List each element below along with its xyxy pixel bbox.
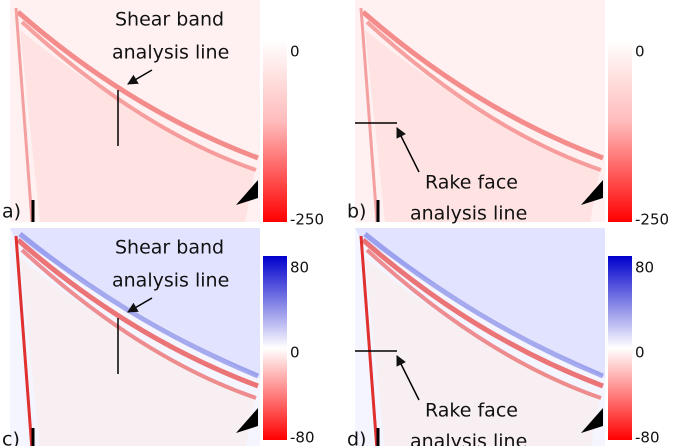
band — [365, 248, 602, 400]
note-line: Rake face — [425, 172, 518, 194]
lower-zone — [20, 258, 255, 446]
edge — [14, 7, 34, 223]
tool — [581, 180, 603, 205]
band — [361, 238, 604, 389]
blue-zone — [355, 228, 605, 378]
edge — [359, 235, 379, 446]
edge — [359, 7, 379, 223]
panel-label: b) — [347, 201, 366, 223]
edge — [14, 235, 34, 446]
lower-zone — [365, 258, 600, 446]
panel: 80 0 -80 d) Rake face analysis line — [347, 228, 660, 446]
panel: 80 0 -80 c) Shear band analysis line — [2, 228, 315, 446]
arrow — [396, 127, 420, 173]
colorbar-label: 0 — [290, 344, 300, 362]
colorbar-label: 80 — [635, 259, 654, 277]
panel-label: a) — [2, 201, 21, 223]
lower-zone — [20, 30, 255, 222]
colorbar-label: 0 — [635, 43, 645, 61]
band — [16, 238, 259, 389]
note-line: Shear band — [115, 237, 224, 259]
colorbar-label: 80 — [290, 259, 309, 277]
colorbar-label: -80 — [635, 429, 660, 446]
lower-zone — [365, 30, 600, 222]
colorbar-label: -250 — [635, 211, 669, 229]
arrow — [127, 69, 153, 85]
arrow — [396, 355, 420, 401]
note-line: analysis line — [112, 42, 229, 64]
note-line: Rake face — [425, 400, 518, 422]
band — [20, 20, 257, 172]
colorbar-label: 0 — [290, 43, 300, 61]
colorbar-label: -250 — [290, 211, 324, 229]
band — [363, 232, 604, 379]
colorbar — [263, 256, 287, 440]
tool — [236, 180, 258, 205]
band — [361, 10, 604, 161]
note-line: analysis line — [410, 203, 527, 225]
note-line: analysis line — [112, 270, 229, 292]
panel-label: d) — [347, 429, 366, 446]
note-line: analysis line — [410, 431, 527, 446]
colorbar-label: 0 — [635, 344, 645, 362]
colorbar — [608, 256, 632, 440]
colorbar — [608, 40, 632, 222]
colorbar-label: -80 — [290, 429, 315, 446]
panel: 0 -250 a) Shear band analysis line — [2, 0, 324, 229]
band — [20, 248, 257, 400]
note-line: Shear band — [115, 9, 224, 31]
colorbar — [263, 40, 287, 222]
arrow — [127, 297, 153, 313]
tool — [236, 408, 258, 433]
band — [18, 232, 259, 379]
tool — [581, 408, 603, 433]
panel: 0 -250 b) Rake face analysis line — [347, 0, 669, 229]
band — [365, 20, 602, 172]
panel-label: c) — [2, 429, 20, 446]
band — [16, 10, 259, 161]
